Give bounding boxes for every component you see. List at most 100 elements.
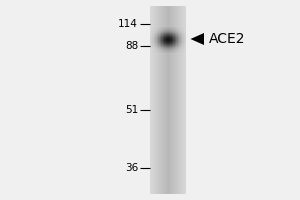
Bar	[182, 38, 183, 39]
Bar	[176, 33, 177, 34]
Bar	[166, 45, 167, 46]
Bar	[163, 31, 164, 32]
Bar	[159, 43, 160, 44]
Bar	[168, 28, 169, 29]
Bar	[150, 31, 151, 32]
Bar	[152, 35, 153, 36]
Bar	[164, 43, 165, 44]
Bar	[163, 45, 164, 46]
Bar	[150, 45, 151, 46]
Bar	[174, 45, 175, 46]
Bar	[170, 34, 171, 35]
Bar	[172, 42, 173, 43]
Bar	[180, 42, 181, 43]
Bar	[164, 52, 165, 53]
Bar	[180, 39, 181, 40]
Bar	[166, 33, 167, 34]
Bar	[169, 50, 170, 51]
Bar	[182, 48, 183, 49]
Bar	[162, 46, 163, 47]
Bar	[152, 6, 153, 194]
Bar	[176, 30, 177, 31]
Bar	[168, 31, 169, 32]
Bar	[172, 39, 173, 40]
Bar	[157, 36, 158, 37]
Bar	[181, 35, 182, 36]
Bar	[183, 47, 184, 48]
Bar	[154, 49, 155, 50]
Bar	[183, 27, 184, 28]
Bar	[183, 37, 184, 38]
Bar	[166, 29, 167, 30]
Bar	[177, 37, 178, 38]
Bar	[153, 44, 154, 45]
Bar	[157, 30, 158, 31]
Bar	[176, 41, 177, 42]
Bar	[183, 6, 184, 194]
Bar	[182, 36, 183, 37]
Bar	[166, 42, 167, 43]
Bar	[184, 46, 185, 47]
Bar	[167, 50, 168, 51]
Bar	[180, 45, 181, 46]
Bar	[151, 32, 152, 33]
Bar	[156, 46, 157, 47]
Bar	[185, 32, 186, 33]
Bar	[156, 37, 157, 38]
Bar	[175, 28, 176, 29]
Bar	[167, 27, 168, 28]
Bar	[171, 30, 172, 31]
Bar	[153, 46, 154, 47]
Bar	[178, 36, 179, 37]
Bar	[182, 46, 183, 47]
Bar	[163, 35, 164, 36]
Bar	[157, 39, 158, 40]
Bar	[184, 29, 185, 30]
Bar	[179, 47, 180, 48]
Bar	[177, 34, 178, 35]
Text: ACE2: ACE2	[208, 32, 245, 46]
Bar	[156, 35, 157, 36]
Bar	[175, 45, 176, 46]
Polygon shape	[190, 33, 204, 45]
Bar	[151, 47, 152, 48]
Bar	[160, 38, 161, 39]
Bar	[183, 40, 184, 41]
Bar	[159, 35, 160, 36]
Bar	[184, 42, 185, 43]
Bar	[169, 51, 170, 52]
Bar	[165, 39, 166, 40]
Bar	[151, 37, 152, 38]
Bar	[164, 33, 165, 34]
Bar	[154, 31, 155, 32]
Bar	[151, 29, 152, 30]
Bar	[159, 29, 160, 30]
Bar	[182, 37, 183, 38]
Bar	[175, 52, 176, 53]
Bar	[173, 29, 174, 30]
Bar	[176, 6, 177, 194]
Bar	[174, 42, 175, 43]
Bar	[173, 43, 174, 44]
Bar	[184, 30, 185, 31]
Bar	[184, 49, 185, 50]
Bar	[185, 47, 186, 48]
Bar	[181, 48, 182, 49]
Bar	[180, 37, 181, 38]
Bar	[166, 52, 167, 53]
Bar	[175, 42, 176, 43]
Bar	[166, 32, 167, 33]
Bar	[179, 52, 180, 53]
Bar	[157, 48, 158, 49]
Bar	[157, 38, 158, 39]
Bar	[156, 43, 157, 44]
Bar	[159, 31, 160, 32]
Bar	[150, 34, 151, 35]
Bar	[185, 38, 186, 39]
Bar	[175, 39, 176, 40]
Bar	[154, 48, 155, 49]
Bar	[168, 36, 169, 37]
Bar	[163, 48, 164, 49]
Bar	[177, 46, 178, 47]
Bar	[178, 50, 179, 51]
